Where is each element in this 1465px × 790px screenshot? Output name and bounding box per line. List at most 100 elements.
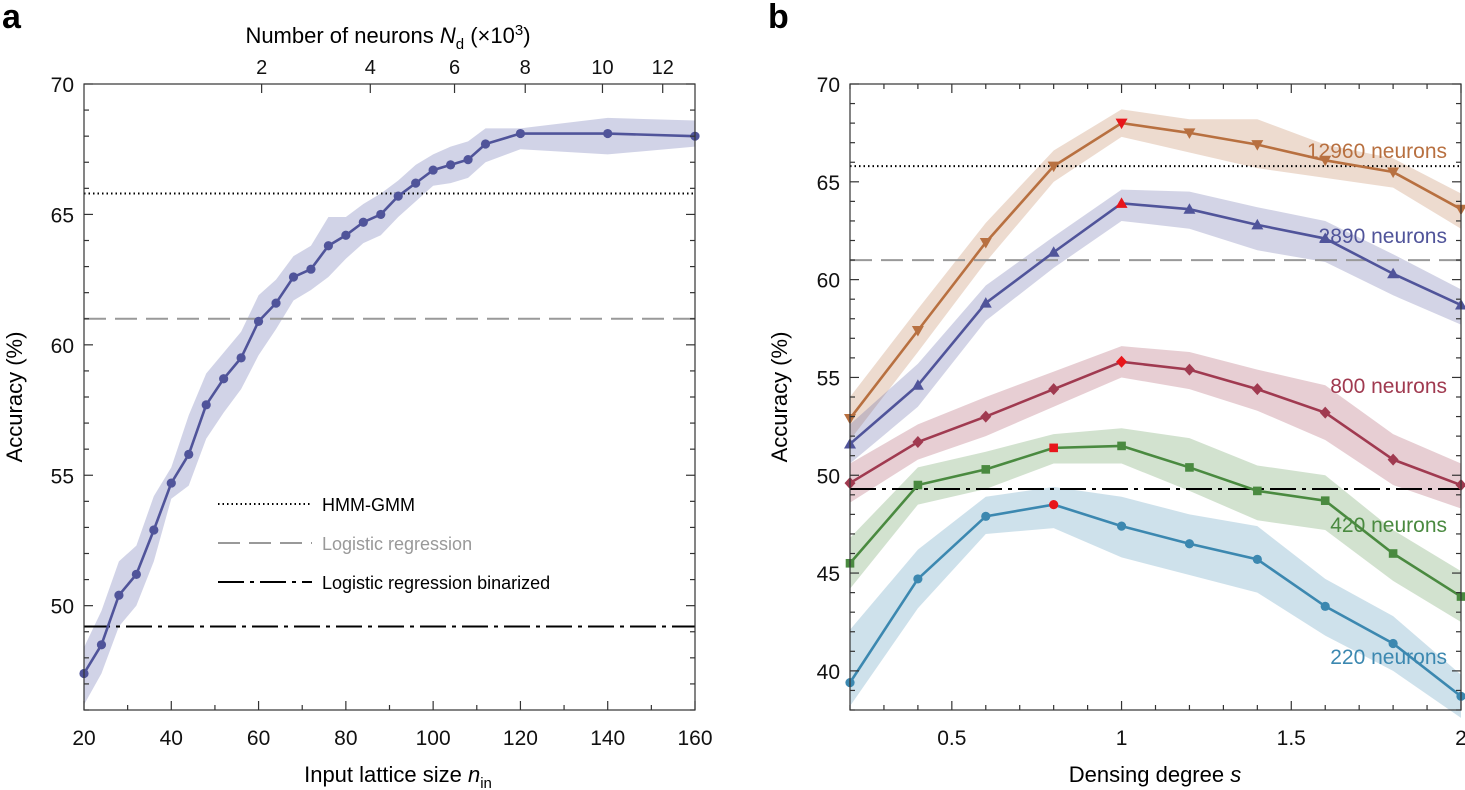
accuracy-point [393, 191, 403, 201]
point-s420 [913, 480, 923, 490]
panel-a-xlabel: Input lattice size nin [304, 762, 492, 790]
accuracy-error-band [84, 117, 695, 705]
point-s220 [1049, 499, 1059, 510]
top-tick-label: 8 [520, 57, 531, 79]
band-s12960 [850, 109, 1461, 441]
y-tick-label: 55 [817, 367, 840, 390]
panel-a-label: a [2, 0, 22, 36]
y-tick-label: 45 [817, 563, 840, 586]
accuracy-point [480, 139, 491, 149]
accuracy-point [603, 128, 613, 139]
point-s220 [1388, 638, 1398, 649]
accuracy-point [341, 230, 351, 240]
line-s220 [848, 503, 1462, 698]
top-tick-label: 12 [652, 57, 674, 79]
panel-a-legend: HMM-GMM Logistic regression Logistic reg… [218, 495, 550, 593]
top-tick-label: 6 [449, 57, 460, 79]
point-s12960 [1319, 155, 1332, 167]
panel-a-frame [83, 83, 696, 711]
band-s420 [850, 428, 1461, 622]
panel-a-ylabel: Accuracy (%) [2, 332, 27, 463]
panel-a: a 20 40 60 80 100 120 140 160 50 55 60 65 70 2 4 6 8 10 12… [2, 0, 713, 790]
accuracy-point [219, 374, 229, 384]
y-tick-label: 70 [817, 74, 840, 97]
accuracy-point [253, 316, 264, 326]
x-tick-label: 140 [590, 727, 625, 750]
point-s2890 [1115, 197, 1128, 208]
accuracy-point [358, 217, 368, 227]
point-s12960 [1183, 128, 1196, 139]
x-tick-label: 0.5 [937, 727, 966, 750]
point-s220 [913, 574, 923, 584]
x-tick-label: 20 [72, 727, 95, 750]
point-s220 [1184, 539, 1195, 549]
point-s2890 [1047, 246, 1060, 257]
accuracy-point [131, 569, 141, 579]
top-tick-label: 10 [591, 57, 613, 79]
point-s800 [1116, 355, 1128, 368]
point-s2890 [1319, 232, 1332, 244]
series-label-s12960: 12960 neurons [1307, 140, 1447, 163]
accuracy-point [114, 590, 124, 600]
point-s12960 [1387, 167, 1400, 179]
accuracy-point [306, 264, 316, 274]
point-s420 [1253, 486, 1262, 496]
x-tick-label: 40 [160, 727, 183, 750]
y-tick-label: 70 [51, 74, 74, 97]
accuracy-point [288, 272, 299, 282]
point-s800 [1048, 383, 1060, 396]
accuracy-point [271, 298, 281, 308]
top-tick-label: 2 [256, 57, 267, 79]
point-s12960 [979, 237, 992, 249]
point-s420 [1117, 441, 1126, 451]
point-s12960 [1455, 204, 1465, 216]
accuracy-point [428, 165, 438, 175]
point-s2890 [1183, 203, 1196, 214]
point-s800 [1455, 479, 1465, 492]
point-s420 [1185, 463, 1194, 472]
x-tick-label: 1.5 [1277, 727, 1306, 750]
accuracy-point [166, 478, 176, 488]
accuracy-point [411, 178, 421, 188]
x-tick-label: 60 [247, 727, 270, 750]
panel-b: b 0.5 1 1.5 2 40 45 50 55 60 65 70 12960 neurons 28… [767, 0, 1465, 787]
legend-hmm-label: HMM-GMM [322, 495, 415, 515]
x-tick-label: 160 [677, 727, 712, 750]
accuracy-point [463, 155, 473, 165]
x-tick-label: 2 [1455, 727, 1465, 750]
y-tick-label: 50 [51, 596, 74, 619]
point-s2890 [979, 297, 992, 308]
point-s2890 [1455, 299, 1465, 310]
y-tick-label: 50 [817, 465, 840, 488]
series-label-s420: 420 neurons [1330, 514, 1447, 537]
top-tick-label: 4 [365, 57, 376, 79]
panel-b-ylabel: Accuracy (%) [767, 332, 792, 463]
series-label-s2890: 2890 neurons [1319, 225, 1447, 248]
x-tick-label: 100 [416, 727, 451, 750]
x-tick-label: 120 [503, 727, 538, 750]
line-s12960 [848, 121, 1462, 420]
panel-b-label: b [768, 0, 789, 36]
point-s12960 [1115, 118, 1128, 130]
point-s420 [1388, 549, 1398, 558]
accuracy-point [236, 353, 246, 363]
accuracy-point [184, 449, 194, 459]
band-s220 [850, 486, 1461, 718]
point-s220 [1320, 601, 1330, 611]
line-s800 [849, 360, 1462, 487]
accuracy-point [515, 128, 526, 139]
accuracy-point [201, 400, 211, 410]
accuracy-point [446, 160, 456, 170]
legend-logreg-label: Logistic regression [322, 534, 472, 554]
point-s220 [1116, 521, 1127, 531]
point-s800 [980, 410, 992, 423]
band-s2890 [850, 189, 1461, 464]
point-s2890 [911, 379, 924, 390]
point-s800 [1319, 406, 1331, 419]
point-s220 [1252, 554, 1262, 564]
x-tick-label: 1 [1116, 727, 1128, 750]
point-s420 [1049, 443, 1058, 453]
y-tick-label: 65 [51, 204, 74, 227]
y-tick-label: 55 [51, 465, 74, 488]
